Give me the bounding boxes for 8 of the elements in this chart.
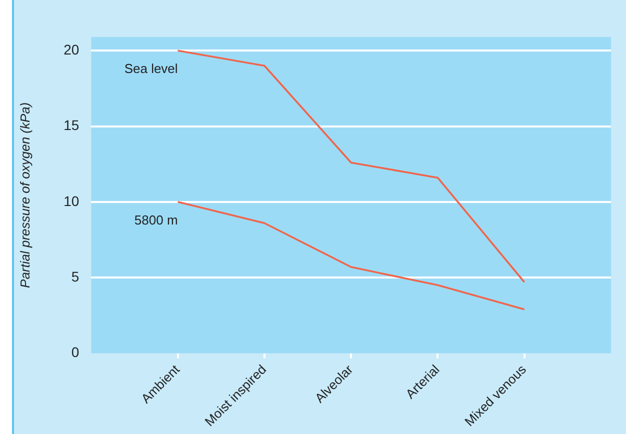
y-tick-label: 10 [64, 192, 80, 209]
y-axis-title: Partial pressure of oxygen (kPa) [17, 102, 32, 288]
series-label: Sea level [124, 61, 178, 76]
y-tick-label: 5 [71, 268, 80, 284]
y-tick-label: 15 [64, 117, 80, 134]
series-label: 5800 m [134, 212, 178, 228]
y-tick-label: 20 [64, 41, 80, 58]
y-tick-label: 0 [71, 344, 80, 360]
